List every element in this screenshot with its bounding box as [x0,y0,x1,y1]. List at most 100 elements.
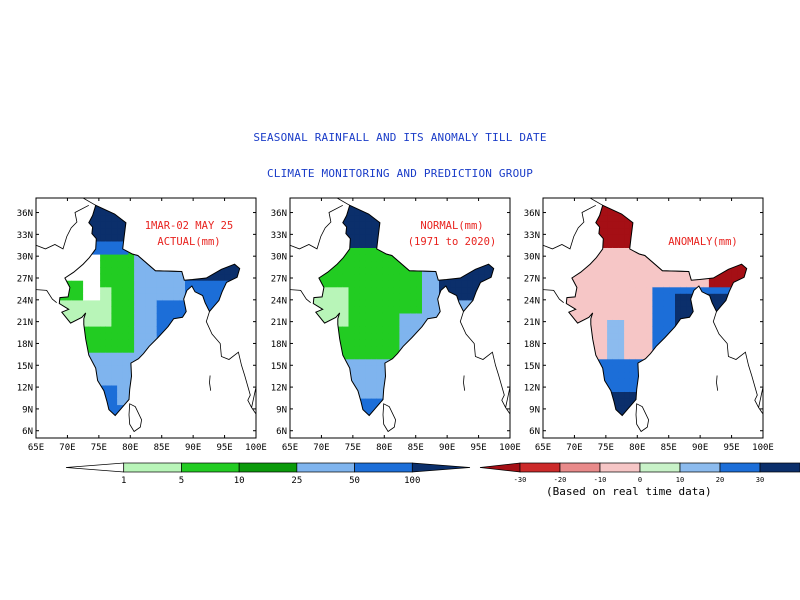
field-cell [331,273,338,281]
field-cell [410,306,417,314]
field-cell [371,365,378,373]
field-cell [122,358,129,366]
field-cell [731,299,738,307]
field-cell [478,371,485,379]
field-cell [618,424,624,431]
field-cell [207,365,214,373]
field-cell [641,214,648,222]
field-cell [196,254,203,262]
field-cell [567,319,574,327]
field-cell [567,365,574,373]
field-cell [641,306,648,314]
field-cell [624,352,631,360]
field-cell [122,384,129,392]
field-cell [151,205,158,209]
field-cell [742,371,747,379]
field-cell [749,306,755,313]
field-cell [439,418,445,425]
field-cell [410,398,417,406]
field-cell [624,227,631,235]
field-cell [66,205,73,209]
field-cell [117,254,124,262]
field-cell [618,234,625,242]
field-cell [393,280,400,288]
field-cell [190,247,197,255]
field-cell [433,365,440,373]
field-cell [202,418,208,425]
field-cell [445,424,451,431]
field-cell [737,418,743,425]
field-cell [207,280,214,288]
field-cell [128,267,135,275]
field-cell [242,424,248,431]
field-cell [584,319,591,327]
field-cell [123,424,129,431]
field-cell [467,254,474,262]
field-cell [162,286,169,294]
field-cell [105,365,113,373]
field-cell [489,371,494,379]
field-cell [242,195,248,202]
field-cell [703,286,710,294]
field-cell [382,345,389,353]
field-cell [720,398,727,406]
field-cell [478,267,485,275]
field-cell [624,391,631,399]
field-cell [399,234,406,242]
field-cell [100,411,107,416]
field-cell [168,247,175,255]
field-cell [325,273,333,281]
field-cell [105,378,113,386]
field-cell [173,339,180,347]
field-cell [472,312,480,320]
field-cell [444,384,451,392]
field-cell [201,208,209,216]
field-cell [680,358,687,366]
field-cell [461,208,468,216]
field-cell [359,247,367,255]
field-cell [77,345,84,353]
field-cell [382,280,389,288]
field-cell [66,384,73,392]
field-cell [455,254,463,262]
field-cell [393,273,400,281]
field-cell [173,299,180,307]
field-cell [467,195,473,202]
field-cell [573,299,580,307]
field-cell [320,280,327,288]
field-cell [354,352,361,360]
field-cell [122,345,129,353]
field-cell [313,227,316,235]
field-cell [703,424,709,431]
field-cell [462,424,468,431]
legend-swatch [639,462,681,473]
field-cell [578,214,586,222]
field-cell [584,398,591,406]
field-cell [213,195,219,202]
field-cell [393,332,400,340]
field-cell [708,371,716,379]
field-cell [156,247,163,255]
field-cell [105,339,113,347]
field-cell [111,339,118,347]
page-title: SEASONAL RAINFALL AND ITS ANOMALY TILL D… [253,131,547,144]
field-cell [652,384,659,392]
field-cell [320,247,327,255]
lat-tick-label: 36N [524,209,540,219]
field-cell [111,398,118,406]
field-cell [629,306,636,314]
field-cell [461,293,468,301]
field-cell [478,365,485,373]
field-cell [595,299,603,307]
field-cell [742,306,747,314]
field-cell [117,260,124,268]
field-cell [337,267,344,275]
field-cell [77,205,84,209]
field-cell [567,326,574,334]
field-cell [578,345,586,353]
field-cell [71,411,79,416]
field-cell [173,247,180,255]
field-cell [179,358,186,366]
field-cell [371,398,378,406]
field-cell [360,424,366,431]
